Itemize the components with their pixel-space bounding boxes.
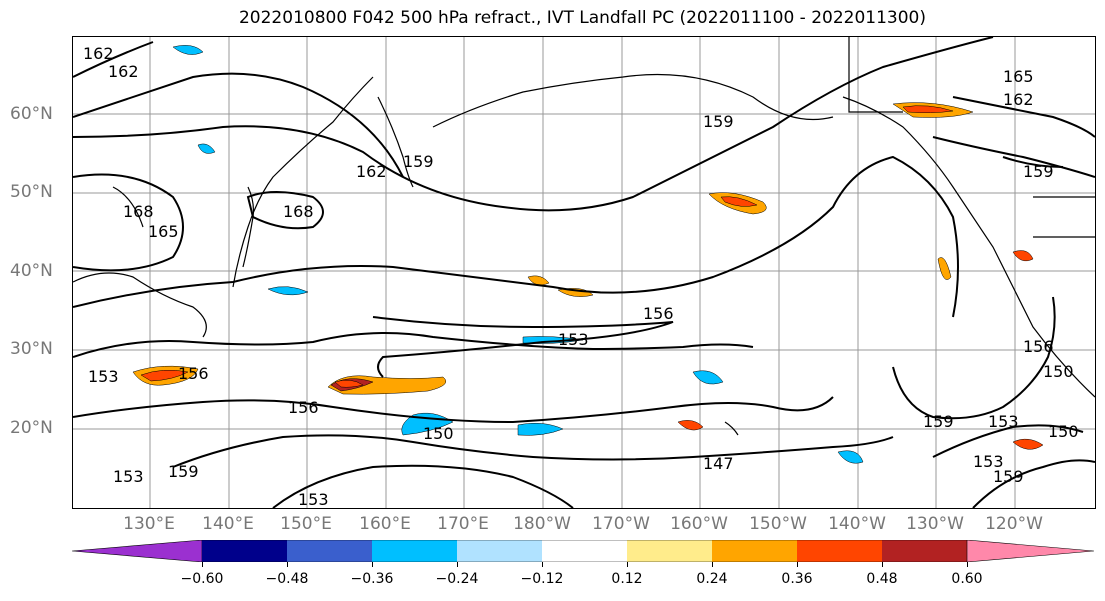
colorbar-bin <box>202 540 287 562</box>
colorbar-bin <box>712 540 797 562</box>
colorbar-tick-label: 0.60 <box>951 571 983 587</box>
map-canvas: 162 162 159 162 168 168 165 159 165 162 … <box>73 37 1095 508</box>
colorbar-tickmark <box>967 562 968 567</box>
colorbar-tickmark <box>712 562 713 567</box>
contour-label: 168 <box>123 202 154 221</box>
contour-label: 153 <box>973 452 1004 471</box>
colorbar-tick-label: 0.36 <box>781 571 813 587</box>
contour-label: 150 <box>1043 362 1074 381</box>
colorbar-tickmark <box>542 562 543 567</box>
colorbar <box>71 539 1095 563</box>
colorbar-tick-label: −0.12 <box>520 571 564 587</box>
contour-label: 162 <box>356 162 387 181</box>
contour-label: 156 <box>178 364 209 383</box>
colorbar-bin <box>797 540 882 562</box>
colorbar-tick-label: 0.24 <box>696 571 728 587</box>
contour-label: 147 <box>703 454 734 473</box>
lon-label-180w: 180°W <box>513 514 571 534</box>
colorbar-bin <box>457 540 542 562</box>
lon-label-150w: 150°W <box>749 514 807 534</box>
colorbar-bin <box>372 540 457 562</box>
refractivity-contours <box>73 37 1095 508</box>
colorbar-svg <box>71 539 1095 563</box>
lat-label-30: 30°N <box>10 339 53 359</box>
colorbar-tick-label: 0.48 <box>866 571 898 587</box>
colorbar-tick-label: −0.24 <box>435 571 479 587</box>
lon-label-140e: 140°E <box>202 514 254 534</box>
lon-label-160e: 160°E <box>359 514 411 534</box>
lon-label-130w: 130°W <box>906 514 964 534</box>
colorbar-bin <box>882 540 967 562</box>
contour-label: 162 <box>1003 90 1034 109</box>
colorbar-tickmark <box>457 562 458 567</box>
colorbar-tickmark <box>627 562 628 567</box>
colorbar-tick-label: −0.36 <box>350 571 394 587</box>
contour-label: 159 <box>1023 162 1054 181</box>
contour-label: 153 <box>88 367 119 386</box>
lon-label-120w: 120°W <box>985 514 1043 534</box>
contour-label: 165 <box>148 222 179 241</box>
contour-label: 153 <box>558 330 589 349</box>
contour-label: 156 <box>643 304 674 323</box>
lon-label-170e: 170°E <box>437 514 489 534</box>
colorbar-extend-max <box>966 539 1095 563</box>
map-panel: 162 162 159 162 168 168 165 159 165 162 … <box>72 36 1096 509</box>
colorbar-tickmark <box>797 562 798 567</box>
colorbar-bin <box>287 540 372 562</box>
contour-labels: 162 162 159 162 168 168 165 159 165 162 … <box>83 44 1079 508</box>
lat-label-50: 50°N <box>10 182 53 202</box>
contour-label: 162 <box>83 44 114 63</box>
lon-label-170w: 170°W <box>592 514 650 534</box>
contour-label: 153 <box>298 490 329 508</box>
colorbar-tick-label: 0.12 <box>611 571 643 587</box>
contour-label: 153 <box>988 412 1019 431</box>
contour-label: 150 <box>1048 422 1079 441</box>
lon-label-160w: 160°W <box>670 514 728 534</box>
lat-label-40: 40°N <box>10 261 53 281</box>
colorbar-bin <box>627 540 712 562</box>
lat-label-20: 20°N <box>10 418 53 438</box>
contour-label: 156 <box>1023 337 1054 356</box>
contour-label: 159 <box>403 152 434 171</box>
lon-label-150e: 150°E <box>280 514 332 534</box>
colorbar-tickmark <box>287 562 288 567</box>
lat-label-60: 60°N <box>10 104 53 124</box>
coastlines <box>73 37 1095 436</box>
lon-label-140w: 140°W <box>828 514 886 534</box>
contour-label: 150 <box>423 424 454 443</box>
colorbar-bin <box>542 540 627 562</box>
colorbar-tick-label: −0.48 <box>265 571 309 587</box>
contour-label: 159 <box>993 467 1024 486</box>
contour-label: 168 <box>283 202 314 221</box>
lon-label-130e: 130°E <box>123 514 175 534</box>
ivt-shading <box>132 45 1044 464</box>
colorbar-tickmark <box>372 562 373 567</box>
contour-label: 156 <box>288 398 319 417</box>
contour-label: 165 <box>1003 67 1034 86</box>
map-title: 2022010800 F042 500 hPa refract., IVT La… <box>238 8 926 28</box>
contour-label: 153 <box>113 467 144 486</box>
contour-label: 159 <box>703 112 734 131</box>
contour-label: 159 <box>923 412 954 431</box>
contour-label: 162 <box>108 62 139 81</box>
colorbar-tick-label: −0.60 <box>180 571 224 587</box>
colorbar-tickmark <box>202 562 203 567</box>
contour-label: 159 <box>168 462 199 481</box>
colorbar-extend-min <box>71 539 203 563</box>
colorbar-tickmark <box>882 562 883 567</box>
